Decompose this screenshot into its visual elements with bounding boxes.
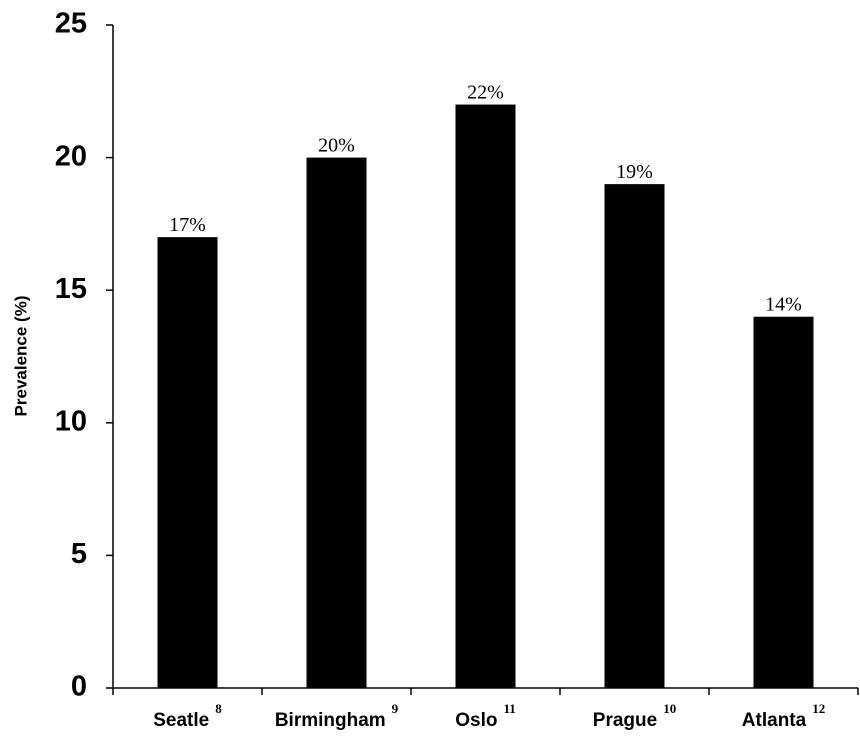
y-tick-label: 25: [55, 8, 87, 40]
category-name: Birmingham: [275, 710, 386, 731]
category-note: 12: [812, 701, 825, 716]
x-tick-label: Prague 10: [593, 701, 676, 731]
category-note: 9: [392, 701, 399, 716]
bar: [753, 316, 814, 688]
value-label: 17%: [169, 214, 206, 236]
y-tick-label: 15: [55, 273, 87, 305]
x-tick-label: Birmingham 9: [275, 701, 399, 731]
y-tick-label: 20: [55, 140, 87, 172]
category-name: Atlanta: [742, 710, 807, 731]
category-note: 10: [663, 701, 676, 716]
y-tick-label: 0: [71, 671, 87, 703]
value-label: 19%: [616, 161, 653, 183]
bar: [306, 157, 367, 689]
x-tick-label: Atlanta 12: [742, 701, 825, 731]
category-note: 8: [215, 701, 222, 716]
bar: [604, 184, 665, 688]
category-name: Prague: [593, 710, 657, 731]
y-axis-label: Prevalence (%): [11, 296, 30, 417]
category-name: Oslo: [455, 710, 497, 731]
x-tick-label: Oslo 11: [455, 701, 516, 731]
value-label: 14%: [765, 294, 802, 316]
x-tick-label: Seatle 8: [153, 701, 222, 731]
y-tick-label: 5: [71, 538, 87, 570]
bar: [455, 104, 516, 688]
bar: [157, 237, 218, 688]
value-label: 20%: [318, 135, 355, 157]
y-tick-label: 10: [55, 405, 87, 437]
value-label: 22%: [467, 82, 504, 104]
category-note: 11: [503, 701, 515, 716]
category-name: Seatle: [153, 710, 209, 731]
